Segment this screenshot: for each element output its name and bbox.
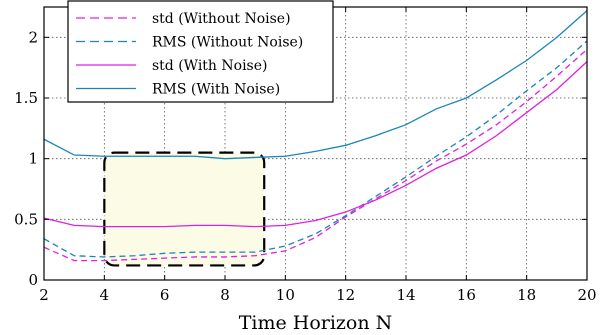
- x-axis-title: Time Horizon N: [239, 312, 393, 334]
- x-tick-label: 18: [517, 286, 536, 304]
- x-tick-label: 10: [276, 286, 295, 304]
- highlight-box: [103, 151, 266, 267]
- legend-label: std (Without Noise): [152, 11, 291, 27]
- series-layer: [43, 10, 588, 262]
- legend-label: RMS (With Noise): [152, 82, 280, 98]
- x-tick-label: 6: [160, 286, 170, 304]
- legend: std (Without Noise) RMS (Without Noise) st…: [67, 0, 334, 103]
- y-tick-label: 0.5: [14, 210, 38, 228]
- x-tick-label: 2: [39, 286, 49, 304]
- y-tick-label: 1: [28, 150, 38, 168]
- series-line-2: [43, 40, 588, 258]
- y-tick-label: 2: [28, 28, 38, 46]
- y-tick-label: 1.5: [14, 89, 38, 107]
- legend-label: std (With Noise): [152, 58, 268, 74]
- legend-label: RMS (Without Noise): [152, 35, 303, 51]
- x-tick-label: 4: [100, 286, 110, 304]
- series-line-4: [43, 10, 588, 160]
- x-tick-label: 14: [396, 286, 415, 304]
- x-tick-label: 20: [577, 286, 596, 304]
- x-tick-label: 12: [336, 286, 355, 304]
- series-line-3: [43, 61, 588, 228]
- y-tick-label: 0: [28, 271, 38, 289]
- series-line-1: [43, 48, 588, 262]
- x-tick-label: 8: [220, 286, 230, 304]
- x-tick-label: 16: [457, 286, 476, 304]
- annotation-layer: [103, 151, 266, 267]
